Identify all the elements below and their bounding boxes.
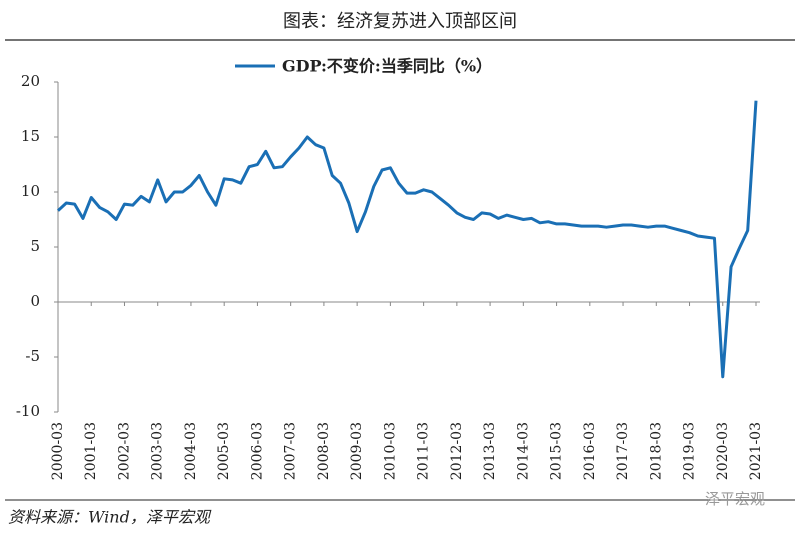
x-tick-label: 2012-03 [449,422,465,480]
x-tick-label: 2011-03 [416,422,432,480]
y-tick-label: 10 [21,182,40,200]
x-tick-label: 2020-03 [715,422,731,480]
x-tick-label: 2021-03 [748,422,764,480]
x-tick-label: 2016-03 [582,422,598,480]
x-tick-label: 2005-03 [216,422,232,480]
x-tick-label: 2001-03 [83,422,99,480]
y-tick-label: 0 [30,292,40,310]
series-line [56,100,758,379]
y-tick-label: 20 [21,72,40,90]
y-tick-label: 5 [30,237,40,255]
x-tick-label: 2010-03 [382,422,398,480]
x-tick-label: 2014-03 [515,422,531,480]
x-tick-label: 2000-03 [50,422,66,480]
watermark: 泽平宏观 [705,490,765,508]
x-tick-label: 2018-03 [648,422,664,480]
y-tick-label: -10 [16,402,40,420]
x-tick-label: 2007-03 [283,422,299,480]
x-tick-label: 2015-03 [549,422,565,480]
source: 资料来源：Wind，泽平宏观 [8,508,212,527]
x-tick-label: 2004-03 [183,422,199,480]
legend-label: GDP:不变价:当季同比（%） [282,57,492,76]
x-tick-label: 2017-03 [615,422,631,480]
x-tick-label: 2009-03 [349,422,365,480]
x-tick-label: 2003-03 [150,422,166,480]
chart-title: 图表：经济复苏进入顶部区间 [283,11,517,32]
x-tick-label: 2013-03 [482,422,498,480]
x-tick-label: 2019-03 [682,422,698,480]
x-tick-label: 2002-03 [116,422,132,480]
y-tick-label: 15 [21,127,40,145]
x-tick-label: 2006-03 [249,422,265,480]
y-tick-label: -5 [25,347,40,365]
x-tick-label: 2008-03 [316,422,332,480]
